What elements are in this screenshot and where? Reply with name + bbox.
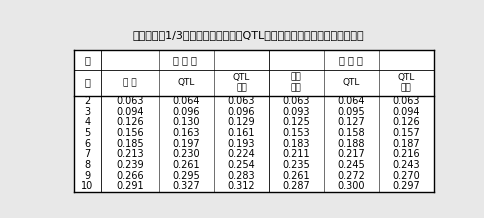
Text: 0.063: 0.063 — [227, 96, 255, 106]
Text: 0.243: 0.243 — [393, 160, 420, 170]
Text: 6: 6 — [85, 139, 91, 148]
Text: 5: 5 — [84, 128, 91, 138]
Text: 0.156: 0.156 — [117, 128, 144, 138]
Text: 0.300: 0.300 — [337, 181, 365, 191]
Text: 0.272: 0.272 — [337, 170, 365, 181]
Text: 0.197: 0.197 — [173, 139, 200, 148]
Text: 0.235: 0.235 — [283, 160, 310, 170]
Text: 4: 4 — [85, 117, 91, 127]
Text: 0.245: 0.245 — [337, 160, 365, 170]
Bar — [74, 51, 434, 191]
Text: QTL: QTL — [343, 78, 360, 87]
Text: 0.216: 0.216 — [393, 149, 420, 159]
Text: 0.261: 0.261 — [173, 160, 200, 170]
Text: 全 体: 全 体 — [123, 78, 137, 87]
Text: 0.126: 0.126 — [117, 117, 144, 127]
Text: 0.130: 0.130 — [173, 117, 200, 127]
Text: 0.063: 0.063 — [283, 96, 310, 106]
Text: 0.183: 0.183 — [283, 139, 310, 148]
Text: 0.270: 0.270 — [393, 170, 420, 181]
Text: 0.126: 0.126 — [393, 117, 420, 127]
Text: QTL
近傍: QTL 近傍 — [397, 73, 415, 92]
Text: 3: 3 — [85, 107, 91, 117]
Text: 0.217: 0.217 — [337, 149, 365, 159]
Text: 0.063: 0.063 — [117, 96, 144, 106]
Text: 10: 10 — [81, 181, 94, 191]
Text: 0.063: 0.063 — [393, 96, 420, 106]
Text: 0.230: 0.230 — [173, 149, 200, 159]
Text: 9: 9 — [85, 170, 91, 181]
Text: 0.266: 0.266 — [117, 170, 144, 181]
Text: 0.153: 0.153 — [283, 128, 310, 138]
Text: 0.211: 0.211 — [283, 149, 310, 159]
Text: 0.125: 0.125 — [283, 117, 310, 127]
Text: 0.163: 0.163 — [173, 128, 200, 138]
Text: 0.193: 0.193 — [227, 139, 255, 148]
Text: 0.291: 0.291 — [117, 181, 144, 191]
Text: 0.064: 0.064 — [173, 96, 200, 106]
Text: 0.094: 0.094 — [117, 107, 144, 117]
Text: 0.261: 0.261 — [283, 170, 310, 181]
Text: 世: 世 — [85, 55, 91, 65]
Text: 0.129: 0.129 — [227, 117, 255, 127]
Text: 表２　腹内1/3選抜を行った場合のQTLおよびその近傍の実現値と評価値: 表２ 腹内1/3選抜を行った場合のQTLおよびその近傍の実現値と評価値 — [132, 30, 364, 40]
Text: 0.094: 0.094 — [393, 107, 420, 117]
Text: 0.239: 0.239 — [117, 160, 144, 170]
Text: QTL
近傍: QTL 近傍 — [233, 73, 250, 92]
Text: 実 現 値: 実 現 値 — [173, 55, 197, 65]
Text: 0.095: 0.095 — [337, 107, 365, 117]
Text: 0.096: 0.096 — [227, 107, 255, 117]
Text: 0.188: 0.188 — [337, 139, 365, 148]
Text: 0.283: 0.283 — [227, 170, 255, 181]
Text: 0.312: 0.312 — [227, 181, 255, 191]
Text: 8: 8 — [85, 160, 91, 170]
Text: 近交
係数: 近交 係数 — [291, 73, 302, 92]
Text: 0.127: 0.127 — [337, 117, 365, 127]
Text: 0.224: 0.224 — [227, 149, 255, 159]
Text: 0.158: 0.158 — [337, 128, 365, 138]
Text: 0.297: 0.297 — [393, 181, 420, 191]
Text: 評 価 値: 評 価 値 — [339, 55, 363, 65]
Text: 7: 7 — [84, 149, 91, 159]
Text: 0.187: 0.187 — [393, 139, 420, 148]
Text: 0.185: 0.185 — [117, 139, 144, 148]
Text: 0.213: 0.213 — [117, 149, 144, 159]
Text: 0.295: 0.295 — [173, 170, 200, 181]
Text: 0.064: 0.064 — [337, 96, 365, 106]
Text: 0.254: 0.254 — [227, 160, 255, 170]
Text: 2: 2 — [84, 96, 91, 106]
Text: 0.327: 0.327 — [173, 181, 200, 191]
Text: 0.161: 0.161 — [227, 128, 255, 138]
Text: QTL: QTL — [178, 78, 195, 87]
Text: 0.093: 0.093 — [283, 107, 310, 117]
Text: 0.287: 0.287 — [283, 181, 310, 191]
Text: 0.157: 0.157 — [393, 128, 420, 138]
Text: 代: 代 — [85, 78, 91, 88]
Text: 0.096: 0.096 — [173, 107, 200, 117]
